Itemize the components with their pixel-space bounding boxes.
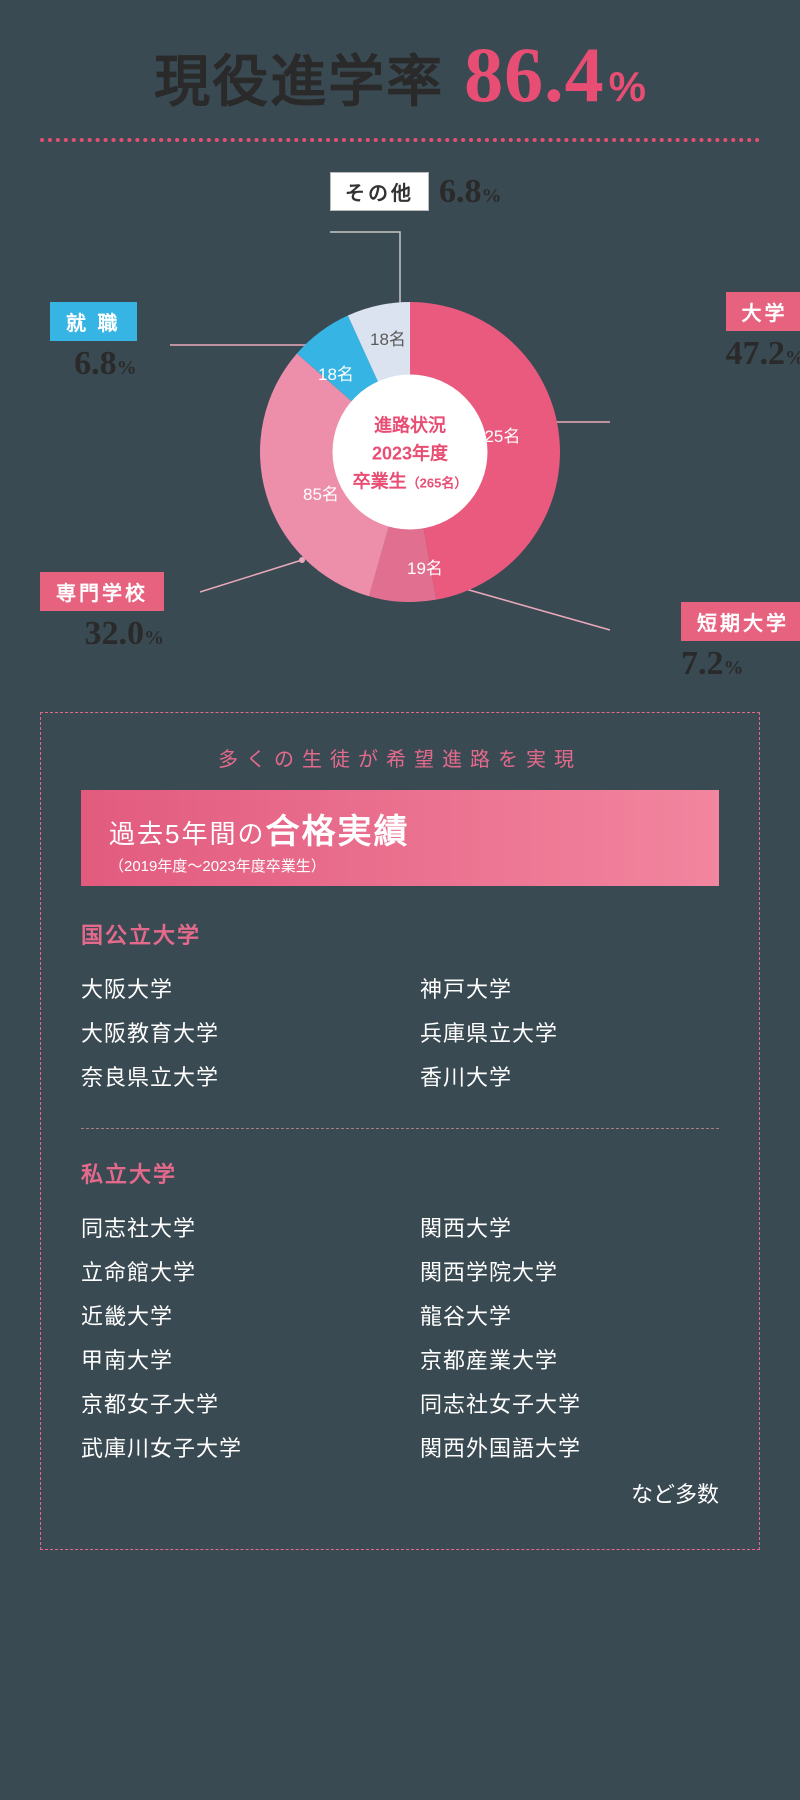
ext-pct-employment: 6.8% [50, 345, 137, 383]
box-subtitle: （2019年度〜2023年度卒業生） [109, 855, 691, 876]
uni-item: 立命館大学 [81, 1251, 380, 1295]
ext-label-other: その他 6.8% [330, 172, 502, 211]
headline-unit: % [609, 63, 646, 111]
ext-tag-employment: 就 職 [50, 302, 137, 341]
donut-chart: 進路状況 2023年度 卒業生（265名） 125名19名85名18名18名 大… [40, 172, 760, 682]
uni-item: 京都女子大学 [81, 1383, 380, 1427]
box-title-strong: 合格実績 [265, 813, 409, 851]
cat-head-0: 国公立大学 [81, 918, 719, 950]
uni-item: 武庫川女子大学 [81, 1427, 380, 1471]
cat-head-1: 私立大学 [81, 1157, 719, 1189]
ext-label-university: 大学 47.2% [726, 292, 800, 373]
donut-center-line1: 進路状況 [374, 411, 446, 437]
uni-grid-1: 同志社大学立命館大学近畿大学甲南大学京都女子大学武庫川女子大学 関西大学関西学院大… [81, 1207, 719, 1471]
box-title-pre: 過去5年間の [109, 819, 265, 849]
headline-label: 現役進学率 [154, 37, 444, 118]
uni-item: 龍谷大学 [420, 1295, 719, 1339]
ext-label-junior: 短期大学 7.2% [681, 602, 800, 683]
ext-tag-university: 大学 [726, 292, 800, 331]
slice-count-employment: 18名 [318, 360, 354, 385]
ext-label-vocational: 専門学校 32.0% [40, 572, 164, 653]
slice-count-junior: 19名 [407, 554, 443, 579]
uni-item: 同志社女子大学 [420, 1383, 719, 1427]
uni-item: 近畿大学 [81, 1295, 380, 1339]
headline-value: 86.4 [464, 30, 605, 120]
leader-other [330, 232, 400, 310]
etc-1: など多数 [81, 1477, 719, 1509]
uni-item: 奈良県立大学 [81, 1056, 380, 1100]
cat-divider [81, 1128, 719, 1129]
ext-pct-other: 6.8% [439, 173, 502, 211]
slice-count-university: 125名 [475, 422, 520, 447]
ext-tag-other: その他 [330, 172, 429, 211]
slice-count-vocational: 85名 [303, 480, 339, 505]
donut-center-line3: 卒業生（265名） [353, 467, 468, 493]
headline-divider [40, 138, 760, 142]
results-box: 多くの生徒が希望進路を実現 過去5年間の合格実績 （2019年度〜2023年度卒… [40, 712, 760, 1550]
uni-item: 大阪大学 [81, 968, 380, 1012]
uni-item: 関西学院大学 [420, 1251, 719, 1295]
uni-item: 甲南大学 [81, 1339, 380, 1383]
uni-item: 兵庫県立大学 [420, 1012, 719, 1056]
ext-tag-junior: 短期大学 [681, 602, 800, 641]
uni-item: 香川大学 [420, 1056, 719, 1100]
uni-item: 京都産業大学 [420, 1339, 719, 1383]
uni-item: 関西大学 [420, 1207, 719, 1251]
uni-grid-0: 大阪大学大阪教育大学奈良県立大学神戸大学兵庫県立大学香川大学 [81, 968, 719, 1100]
uni-item: 同志社大学 [81, 1207, 380, 1251]
headline: 現役進学率 86.4 % [40, 30, 760, 120]
ext-label-employment: 就 職 6.8% [50, 302, 137, 383]
ext-pct-junior: 7.2% [681, 645, 800, 683]
ext-pct-vocational: 32.0% [40, 615, 164, 653]
uni-item: 大阪教育大学 [81, 1012, 380, 1056]
ext-pct-university: 47.2% [726, 335, 800, 373]
uni-item: 神戸大学 [420, 968, 719, 1012]
donut-center: 進路状況 2023年度 卒業生（265名） [333, 375, 488, 530]
uni-item: 関西外国語大学 [420, 1427, 719, 1471]
box-tagline: 多くの生徒が希望進路を実現 [81, 743, 719, 772]
ext-tag-vocational: 専門学校 [40, 572, 164, 611]
box-title: 過去5年間の合格実績 （2019年度〜2023年度卒業生） [81, 790, 719, 886]
slice-count-other: 18名 [370, 325, 406, 350]
donut-center-line2: 2023年度 [372, 439, 448, 465]
